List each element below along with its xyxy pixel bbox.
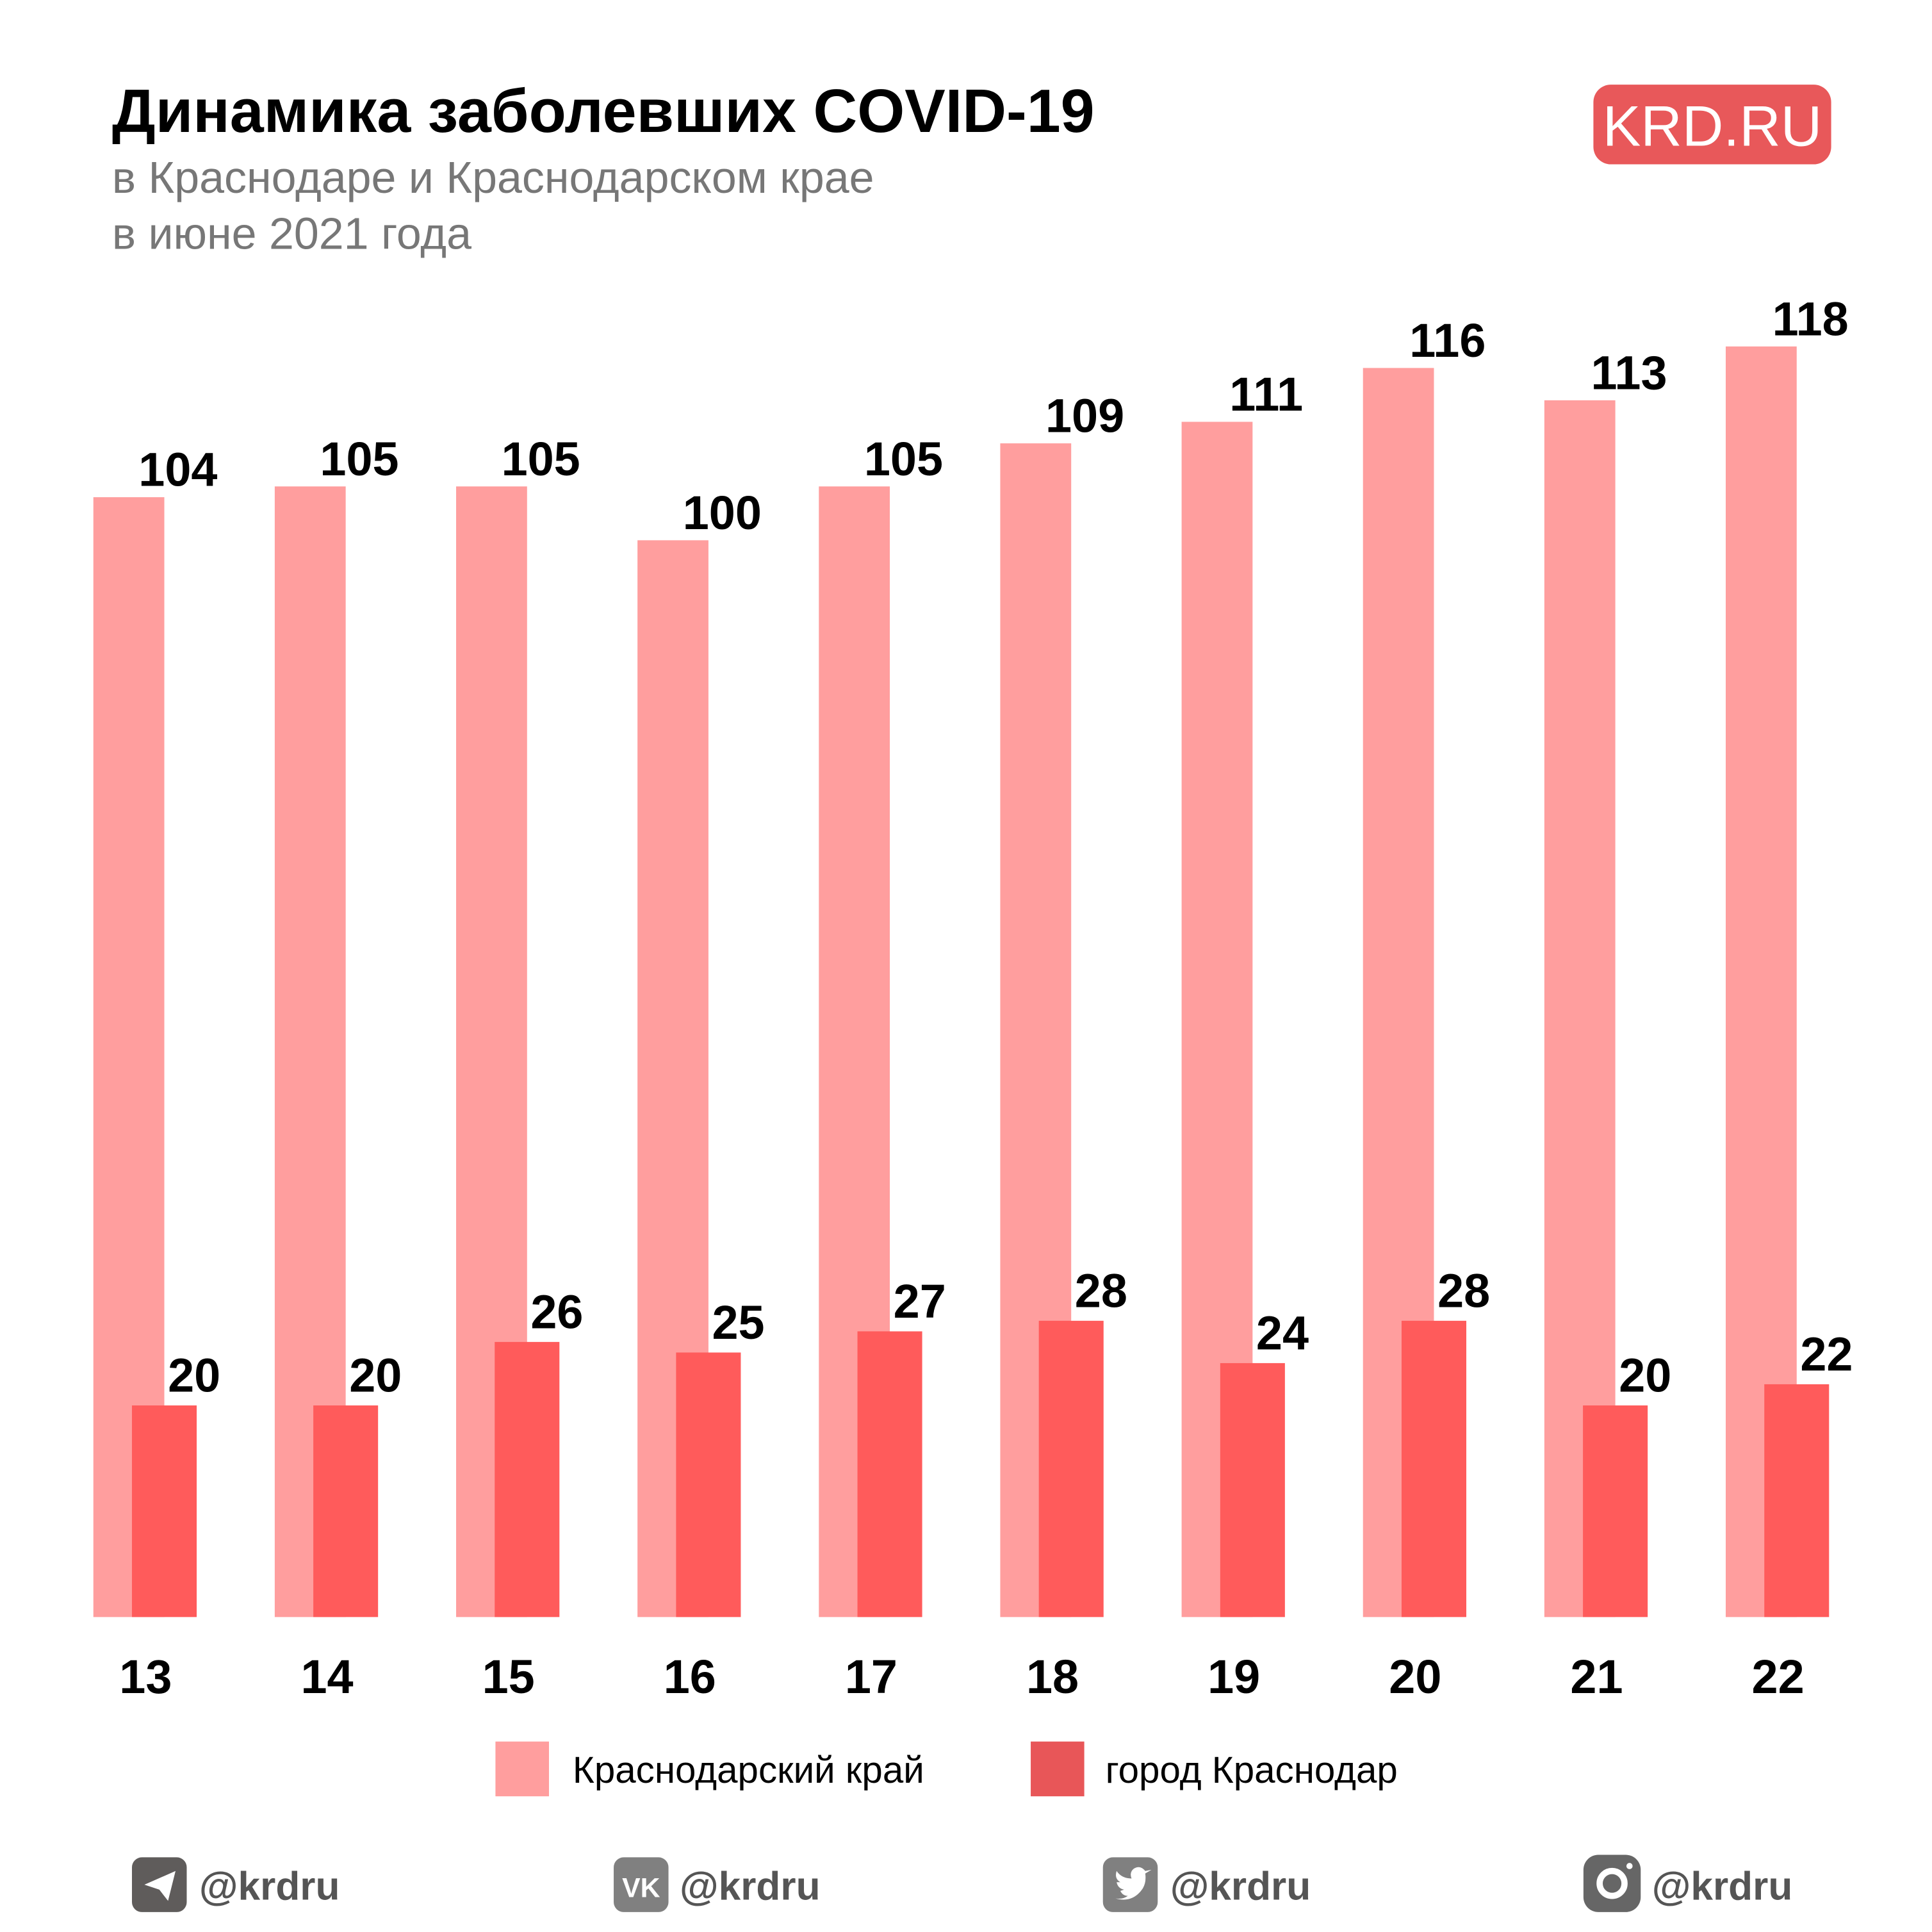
bars-group: 104 20 13 105 20 14 105 26 15 100 25 16 105 27 17 109 28…	[93, 292, 1853, 1703]
value-label-city: 20	[168, 1349, 220, 1402]
krd-logo: KRD.RU	[1593, 85, 1831, 165]
x-tick-label: 21	[1570, 1650, 1623, 1703]
x-tick-label: 22	[1752, 1650, 1805, 1703]
logo-background	[1593, 85, 1831, 165]
value-label-city: 22	[1800, 1328, 1853, 1381]
value-label-region: 113	[1591, 346, 1667, 399]
social-vk[interactable]: VK @krdru	[614, 1857, 821, 1912]
social-handle: @krdru	[680, 1864, 821, 1908]
value-label-region: 104	[138, 443, 217, 496]
legend-swatch-region	[495, 1741, 549, 1797]
social-instagram[interactable]: @krdru	[1583, 1854, 1793, 1912]
bar-city-15	[495, 1341, 560, 1617]
x-tick-label: 13	[119, 1650, 172, 1703]
value-label-region: 109	[1045, 389, 1124, 443]
value-label-city: 26	[530, 1286, 583, 1339]
x-tick-label: 18	[1026, 1650, 1079, 1703]
value-label-city: 27	[894, 1275, 946, 1328]
bar-city-18	[1038, 1320, 1104, 1617]
value-label-city: 25	[712, 1296, 765, 1349]
x-tick-label: 20	[1389, 1650, 1441, 1703]
social-handle: @krdru	[1170, 1864, 1311, 1908]
instagram-dot-glyph	[1626, 1863, 1633, 1869]
value-label-city: 28	[1437, 1264, 1490, 1317]
social-telegram[interactable]: @krdru	[131, 1857, 340, 1912]
social-handle: @krdru	[199, 1864, 340, 1908]
value-label-region: 118	[1772, 292, 1849, 345]
x-tick-label: 14	[300, 1650, 353, 1703]
chart-subtitle-line1: в Краснодаре и Краснодарском крае	[112, 152, 874, 202]
chart-title: Динамика заболевших COVID-19	[112, 78, 1095, 145]
value-label-city: 20	[1619, 1349, 1671, 1402]
instagram-lens-glyph	[1596, 1867, 1628, 1899]
chart-subtitle-line2: в июне 2021 года	[112, 209, 471, 259]
value-label-region: 105	[864, 432, 943, 486]
logo-text: KRD.RU	[1603, 94, 1822, 158]
x-tick-label: 15	[482, 1650, 535, 1703]
x-tick-label: 17	[845, 1650, 897, 1703]
vk-glyph: VK	[622, 1873, 660, 1904]
bar-city-16	[676, 1352, 741, 1617]
value-label-region: 116	[1409, 314, 1486, 367]
value-label-region: 105	[320, 432, 398, 486]
legend-label-region: Краснодарский край	[573, 1749, 924, 1791]
value-label-city: 24	[1256, 1307, 1309, 1360]
twitter-bird-glyph	[1115, 1867, 1152, 1900]
bar-city-17	[857, 1331, 922, 1617]
bar-city-22	[1764, 1384, 1830, 1617]
value-label-city: 20	[349, 1349, 402, 1402]
value-label-region: 111	[1229, 368, 1303, 421]
bar-city-19	[1220, 1363, 1285, 1617]
bar-city-13	[131, 1405, 197, 1617]
value-label-region: 100	[683, 486, 762, 539]
instagram-icon	[1583, 1854, 1641, 1912]
bar-city-21	[1583, 1405, 1648, 1617]
value-label-city: 28	[1075, 1264, 1127, 1317]
value-label-region: 105	[502, 432, 580, 486]
social-handle: @krdru	[1652, 1864, 1793, 1908]
telegram-plane-glyph	[144, 1871, 176, 1901]
legend-label-city: город Краснодар	[1106, 1749, 1398, 1791]
vk-icon	[614, 1857, 669, 1912]
bar-city-20	[1401, 1320, 1467, 1617]
social-footer: @krdru VK @krdru @krdru @krdru	[131, 1854, 1793, 1912]
legend-swatch-city	[1031, 1741, 1085, 1797]
x-tick-label: 16	[664, 1650, 716, 1703]
legend: Краснодарский край город Краснодар	[495, 1741, 1398, 1797]
social-twitter[interactable]: @krdru	[1102, 1857, 1311, 1912]
x-tick-label: 19	[1208, 1650, 1260, 1703]
bar-city-14	[313, 1405, 379, 1617]
